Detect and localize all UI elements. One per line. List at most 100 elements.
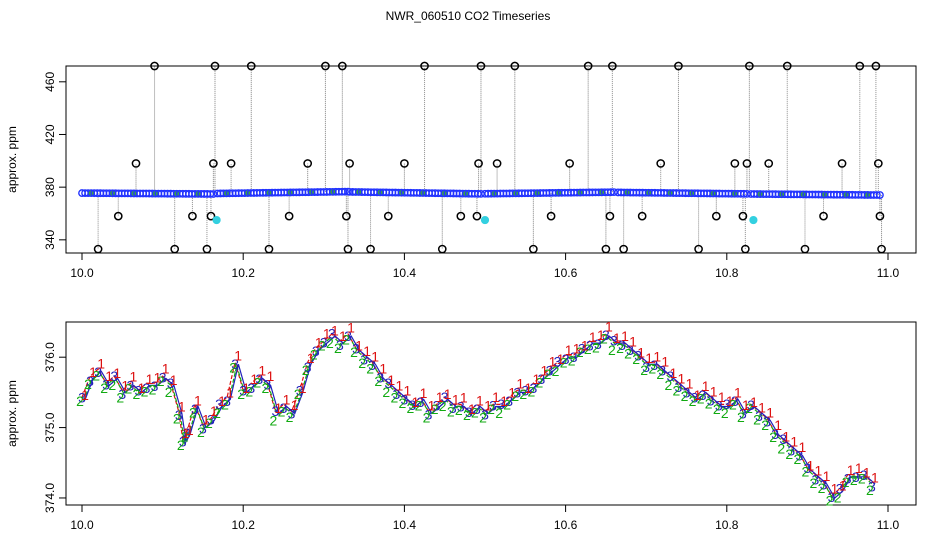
series-marker-2: 2 xyxy=(310,346,318,362)
series-marker-3: 3 xyxy=(666,368,674,384)
series-marker-3: 3 xyxy=(795,448,803,464)
series-marker-2: 2 xyxy=(656,366,664,382)
baseline-point xyxy=(743,189,751,198)
series-marker-2: 2 xyxy=(261,380,269,396)
series-marker-3: 3 xyxy=(94,364,102,380)
outlier-point xyxy=(607,61,617,71)
series-marker-2: 2 xyxy=(326,335,334,351)
series-marker-2: 2 xyxy=(245,383,253,399)
series-marker-1: 1 xyxy=(847,462,855,478)
series-marker-2: 2 xyxy=(447,404,455,420)
series-marker-3: 3 xyxy=(473,401,481,417)
series-marker-2: 2 xyxy=(415,397,423,413)
series-marker-2: 2 xyxy=(133,386,141,402)
series-marker-1: 1 xyxy=(202,412,210,428)
series-marker-3: 3 xyxy=(699,387,707,403)
series-marker-1: 1 xyxy=(839,478,847,494)
series-marker-3: 3 xyxy=(135,383,143,399)
series-marker-3: 3 xyxy=(417,394,425,410)
series-marker-1: 1 xyxy=(420,385,428,401)
outlier-point xyxy=(637,211,647,221)
series-marker-3: 3 xyxy=(529,380,537,396)
series-marker-3: 3 xyxy=(239,383,247,399)
series-marker-3: 3 xyxy=(102,377,110,393)
series-marker-1: 1 xyxy=(444,386,452,402)
series-marker-2: 2 xyxy=(423,410,431,426)
outlier-point xyxy=(565,159,574,168)
x-tick-label: 10.6 xyxy=(554,266,578,280)
series-marker-1: 1 xyxy=(178,398,186,414)
y-tick-label: 375.0 xyxy=(43,412,57,442)
series-marker-1: 1 xyxy=(549,354,557,370)
series-marker-3: 3 xyxy=(538,371,546,387)
series-marker-3: 3 xyxy=(179,434,187,450)
series-marker-2: 2 xyxy=(286,409,294,425)
series-marker-2: 2 xyxy=(552,363,560,379)
series-marker-2: 2 xyxy=(495,405,503,421)
series-marker-3: 3 xyxy=(594,336,602,352)
outlier-point xyxy=(694,244,703,254)
series-marker-2: 2 xyxy=(165,384,173,400)
y-axis-title: approx. ppm xyxy=(5,126,19,193)
series-marker-2: 2 xyxy=(544,366,552,382)
series-marker-3: 3 xyxy=(320,334,328,350)
series-marker-2: 2 xyxy=(616,340,624,356)
series-marker-3: 3 xyxy=(747,397,755,413)
outlier-point xyxy=(226,159,236,168)
chart-title: NWR_060510 CO2 Timeseries xyxy=(385,9,551,23)
series-marker-1: 1 xyxy=(557,351,565,367)
series-marker-1: 1 xyxy=(613,330,621,346)
series-marker-1: 1 xyxy=(807,457,815,473)
series-marker-3: 3 xyxy=(723,396,731,412)
series-marker-3: 3 xyxy=(191,401,199,417)
x-tick-label: 10.2 xyxy=(232,266,256,280)
series-marker-1: 1 xyxy=(226,384,234,400)
series-marker-3: 3 xyxy=(199,420,207,436)
series-marker-3: 3 xyxy=(223,393,231,409)
series-marker-2: 2 xyxy=(181,428,189,444)
series-marker-1: 1 xyxy=(863,464,871,480)
series-marker-2: 2 xyxy=(810,475,818,491)
series-marker-2: 2 xyxy=(761,417,769,433)
series-marker-1: 1 xyxy=(162,361,170,377)
series-marker-1: 1 xyxy=(275,400,283,416)
series-marker-3: 3 xyxy=(401,391,409,407)
series-marker-2: 2 xyxy=(560,354,568,370)
series-marker-3: 3 xyxy=(143,380,151,396)
baseline-point xyxy=(876,191,884,199)
y-axis-title: approx. ppm xyxy=(5,380,19,447)
series-marker-1: 1 xyxy=(146,371,154,387)
series-marker-1: 1 xyxy=(234,348,242,364)
series-marker-1: 1 xyxy=(621,328,629,344)
series-marker-1: 1 xyxy=(516,376,524,392)
series-marker-1: 1 xyxy=(500,393,508,409)
outlier-point xyxy=(209,159,218,168)
series-marker-2: 2 xyxy=(689,393,697,409)
series-marker-2: 2 xyxy=(399,395,407,411)
y-tick-label: 374.0 xyxy=(43,483,57,513)
series-marker-2: 2 xyxy=(358,355,366,371)
series-marker-2: 2 xyxy=(850,472,858,488)
outlier-point xyxy=(188,211,197,221)
series-marker-1: 1 xyxy=(541,362,549,378)
series-marker-2: 2 xyxy=(439,398,447,414)
series-marker-3: 3 xyxy=(231,356,239,372)
series-marker-1: 1 xyxy=(363,343,371,359)
series-line-3 xyxy=(84,335,876,499)
series-marker-2: 2 xyxy=(278,404,286,420)
outlier-point xyxy=(730,159,740,168)
series-marker-2: 2 xyxy=(84,376,92,392)
series-marker-1: 1 xyxy=(331,323,339,339)
series-marker-2: 2 xyxy=(519,386,527,402)
series-marker-1: 1 xyxy=(774,417,782,433)
series-marker-2: 2 xyxy=(221,396,229,412)
series-marker-3: 3 xyxy=(110,368,118,384)
panel-top: 10.0 10.2 10.4 10.6 10.8 11.0 340 380 420 460 appr… xyxy=(5,61,917,280)
series-marker-3: 3 xyxy=(505,393,513,409)
series-marker-1: 1 xyxy=(726,393,734,409)
series-marker-3: 3 xyxy=(626,342,634,358)
panel-bottom: 10.0 10.2 10.4 10.6 10.8 11.0 374.0 375.0 376.0 a… xyxy=(5,319,917,532)
baseline-point xyxy=(610,188,618,197)
outlier-point xyxy=(284,211,294,221)
